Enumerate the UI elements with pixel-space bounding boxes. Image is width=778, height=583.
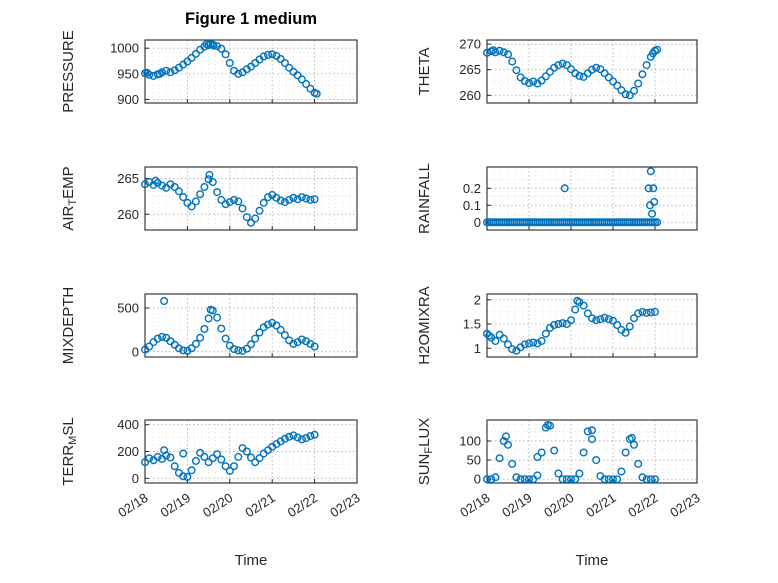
ytick-label: 1: [474, 341, 481, 356]
subplot-h2omixra: 1 1.5 2 H2OMIXRA: [416, 286, 698, 365]
ytick-label: 260: [117, 207, 139, 222]
ytick-label: 900: [117, 92, 139, 107]
xlabel-left: Time: [234, 552, 268, 569]
xtick-label: 02/22: [625, 490, 660, 520]
ytick-label: 0: [132, 344, 139, 359]
subplot-rainfall: 0 0.1 0.2 RAINFALL: [416, 163, 698, 234]
series-h2omixra: [483, 296, 660, 355]
ytick-label: 500: [117, 301, 139, 316]
xtick-label: 02/23: [327, 490, 362, 520]
xtick-label: 02/19: [499, 490, 534, 520]
ytick-label: 270: [459, 37, 481, 52]
ytick-label: 0.1: [463, 198, 481, 213]
xtick-label: 02/19: [158, 490, 193, 520]
ytick-label: 0.2: [463, 181, 481, 196]
ylabel-sun_flux: SUNFLUX: [416, 418, 435, 486]
ytick-label: 265: [459, 62, 481, 77]
subplot-mixdepth: 0 500 MIXDEPTH: [60, 287, 358, 365]
ytick-label: 1.5: [463, 317, 481, 332]
xtick-label: 02/21: [583, 490, 618, 520]
ytick-label: 0: [474, 472, 481, 487]
ytick-label: 950: [117, 66, 139, 81]
series-theta: [483, 45, 662, 100]
xtick-label: 02/22: [285, 490, 320, 520]
series-sun_flux: [483, 421, 660, 484]
ylabel-theta: THETA: [416, 47, 433, 95]
ytick-label: 50: [467, 453, 481, 468]
xtick-label: 02/23: [667, 490, 702, 520]
series-rainfall: [483, 167, 662, 227]
ytick-label: 100: [459, 434, 481, 449]
xtick-label: 02/21: [242, 490, 277, 520]
subplot-air_temp: 260 265 AIRTEMP: [60, 166, 358, 231]
ylabel-terr_msl: TERRMSL: [60, 417, 79, 485]
ylabel-pressure: PRESSURE: [60, 30, 77, 113]
xlabel-right: Time: [575, 552, 609, 569]
xtick-label: 02/20: [200, 490, 235, 520]
subplot-terr_msl: 0 200 400 02/18 02/19 02/20 02/21 02/22 02/23 TER…: [60, 417, 363, 520]
ytick-label: 1000: [110, 41, 139, 56]
xtick-label: 02/18: [457, 490, 492, 520]
subplot-pressure: 900 950 1000 PRESSURE: [60, 30, 358, 113]
ylabel-rainfall: RAINFALL: [416, 163, 433, 234]
ylabel-air_temp: AIRTEMP: [60, 166, 79, 230]
ytick-label: 265: [117, 171, 139, 186]
xtick-label: 02/20: [541, 490, 576, 520]
ytick-label: 400: [117, 417, 139, 432]
series-mixdepth: [140, 297, 319, 355]
ytick-label: 0: [474, 215, 481, 230]
series-pressure: [140, 40, 321, 98]
ytick-label: 200: [117, 444, 139, 459]
subplot-theta: 260 265 270 THETA: [416, 37, 698, 104]
series-air_temp: [140, 170, 319, 227]
ytick-label: 2: [474, 292, 481, 307]
xtick-label: 02/18: [115, 490, 150, 520]
ylabel-h2omixra: H2OMIXRA: [416, 286, 433, 364]
series-terr_msl: [140, 430, 319, 482]
figure-title: Figure 1 medium: [184, 10, 318, 28]
subplot-sun_flux: 0 50 100 02/18 02/19 02/20 02/21 02/22 02/23 SUNF…: [416, 418, 703, 521]
ytick-label: 260: [459, 88, 481, 103]
ytick-label: 0: [132, 471, 139, 486]
ylabel-mixdepth: MIXDEPTH: [60, 287, 77, 365]
